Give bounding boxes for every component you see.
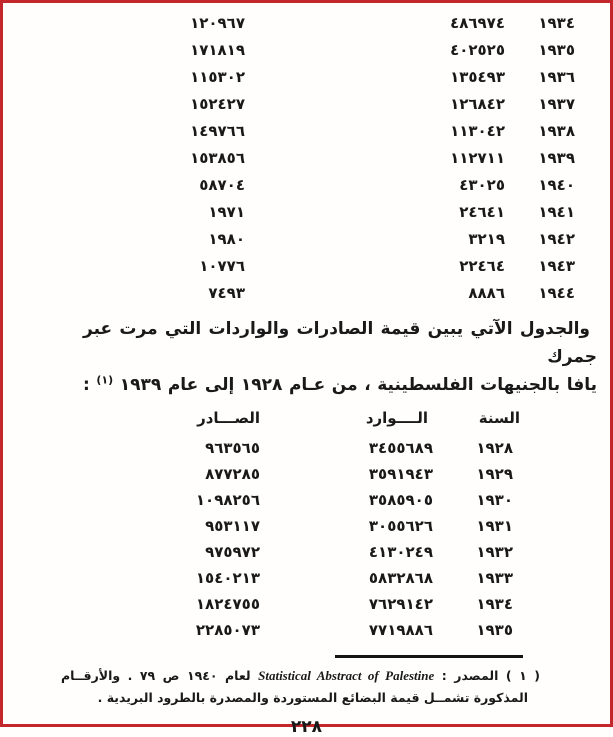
table-row: ١٢٠٩٦٧ ٤٨٦٩٧٤ ١٩٣٤ (165, 10, 575, 37)
imports-value: ٤٠٢٥٢٥ (450, 41, 505, 59)
year-value: ١٩٣٠ (476, 491, 513, 509)
exports-value: ١٥٤٠٢١٣ (195, 569, 260, 587)
imports-value: ١٣٥٤٩٣ (450, 68, 505, 86)
imports-value: ٣٢١٩ (468, 230, 505, 248)
year-value: ١٩٣٣ (476, 569, 513, 587)
exports-value: ١٥٢٤٢٧ (190, 95, 245, 113)
table-row: ١٩٨٠ ٣٢١٩ ١٩٤٢ (165, 226, 575, 253)
year-column-header: السنة (478, 409, 520, 427)
footnote-line: المذكورة تشمــل قيمة البضائع المستوردة و… (97, 690, 528, 705)
exports-value: ١٩٨٠ (208, 230, 245, 248)
imports-value: ٣٥٨٥٩٠٥ (368, 491, 433, 509)
year-value: ١٩٣٤ (538, 14, 575, 32)
table-row: ٢٢٨٥٠٧٣ ٧٧١٩٨٨٦ ١٩٣٥ (160, 617, 520, 643)
table-row: ١٠٧٧٦ ٢٢٤٦٤ ١٩٤٣ (165, 253, 575, 280)
footnote-separator-rule (335, 655, 523, 658)
table-row: ٩٦٣٥٦٥ ٣٤٥٥٦٨٩ ١٩٢٨ (160, 435, 520, 461)
year-value: ١٩٣٧ (538, 95, 575, 113)
year-value: ١٩٣١ (476, 517, 513, 535)
imports-value: ٣٥٩١٩٤٣ (368, 465, 433, 483)
imports-value: ٢٤٦٤١ (459, 203, 505, 221)
exports-value: ١٠٩٨٢٥٦ (195, 491, 260, 509)
year-value: ١٩٤١ (538, 203, 575, 221)
table-row: ٥٨٧٠٤ ٤٣٠٢٥ ١٩٤٠ (165, 172, 575, 199)
imports-value: ٤٨٦٩٧٤ (450, 14, 505, 32)
table-header-row: الصـــادر الــــوارد السنة (160, 408, 520, 429)
year-value: ١٩٢٨ (476, 439, 513, 457)
table-row: ٩٥٣١١٧ ٣٠٥٥٦٢٦ ١٩٣١ (160, 513, 520, 539)
year-value: ١٩٣٩ (538, 149, 575, 167)
table-row: ٩٧٥٩٧٢ ٤١٣٠٢٤٩ ١٩٣٢ (160, 539, 520, 565)
year-value: ١٩٤٤ (538, 284, 575, 302)
exports-value: ٥٨٧٠٤ (199, 176, 245, 194)
table-row: ١٧١٨١٩ ٤٠٢٥٢٥ ١٩٣٥ (165, 37, 575, 64)
year-value: ١٩٢٩ (476, 465, 513, 483)
year-value: ١٩٣٥ (476, 621, 513, 639)
paragraph-text: يافا بالجنيهات الفلسطينية ، من عـام ١٩٢٨… (119, 375, 597, 395)
table-row: ١٩٧١ ٢٤٦٤١ ١٩٤١ (165, 199, 575, 226)
paragraph-colon: : (83, 375, 90, 395)
exports-value: ٢٢٨٥٠٧٣ (195, 621, 260, 639)
footnote-line: ( ١ ) المصدر : Statistical Abstract of P… (61, 665, 540, 687)
imports-value: ٨٨٨٦ (468, 284, 505, 302)
paragraph-line: يافا بالجنيهات الفلسطينية ، من عـام ١٩٢٨… (83, 371, 597, 399)
exports-value: ٧٤٩٣ (208, 284, 245, 302)
exports-value: ١٠٧٧٦ (199, 257, 245, 275)
exports-value: ١٩٧١ (208, 203, 245, 221)
imports-value: ٢٢٤٦٤ (459, 257, 505, 275)
footnote-source-title: Statistical Abstract of Palestine (258, 668, 435, 683)
year-value: ١٩٣٤ (476, 595, 513, 613)
imports-value: ١٢٦٨٤٢ (450, 95, 505, 113)
exports-value: ٩٧٥٩٧٢ (205, 543, 260, 561)
exports-value: ١١٥٣٠٢ (190, 68, 245, 86)
page-number: ٢٢٨ (290, 717, 323, 737)
footnote-marker: ( ١ ) (505, 668, 540, 683)
imports-value: ٥٨٣٢٨٦٨ (368, 569, 433, 587)
imports-value: ١١٣٠٤٢ (450, 122, 505, 140)
year-value: ١٩٣٨ (538, 122, 575, 140)
imports-value: ٣٠٥٥٦٢٦ (368, 517, 433, 535)
exports-value: ٩٦٣٥٦٥ (205, 439, 260, 457)
year-value: ١٩٣٦ (538, 68, 575, 86)
imports-column-header: الــــوارد (365, 409, 428, 427)
exports-value: ١٧١٨١٩ (190, 41, 245, 59)
trade-table-1928-1935: الصـــادر الــــوارد السنة ٩٦٣٥٦٥ ٣٤٥٥٦٨… (160, 408, 520, 643)
imports-value: ٧٧١٩٨٨٦ (368, 621, 433, 639)
table-row: ١٥٢٤٢٧ ١٢٦٨٤٢ ١٩٣٧ (165, 91, 575, 118)
table-row: ١٠٩٨٢٥٦ ٣٥٨٥٩٠٥ ١٩٣٠ (160, 487, 520, 513)
exports-value: ٩٥٣١١٧ (205, 517, 260, 535)
imports-value: ٧٦٢٩١٤٢ (368, 595, 433, 613)
table-row: ٨٧٧٢٨٥ ٣٥٩١٩٤٣ ١٩٢٩ (160, 461, 520, 487)
imports-value: ١١٢٧١١ (450, 149, 505, 167)
table-row: ١١٥٣٠٢ ١٣٥٤٩٣ ١٩٣٦ (165, 64, 575, 91)
year-value: ١٩٤٢ (538, 230, 575, 248)
exports-value: ١٢٠٩٦٧ (190, 14, 245, 32)
footnote: ( ١ ) المصدر : Statistical Abstract of P… (61, 665, 540, 709)
footnote-source-label: المصدر : (441, 668, 499, 683)
exports-value: ١٨٢٤٧٥٥ (195, 595, 260, 613)
imports-value: ٤٣٠٢٥ (459, 176, 505, 194)
exports-column-header: الصـــادر (197, 409, 260, 427)
intro-paragraph: والجدول الآتي يبين قيمة الصادرات والوارد… (83, 315, 597, 399)
year-value: ١٩٣٥ (538, 41, 575, 59)
table-row: ١٤٩٧٦٦ ١١٣٠٤٢ ١٩٣٨ (165, 118, 575, 145)
trade-table-1934-1944: ١٢٠٩٦٧ ٤٨٦٩٧٤ ١٩٣٤ ١٧١٨١٩ ٤٠٢٥٢٥ ١٩٣٥ ١١… (165, 10, 575, 307)
exports-value: ٨٧٧٢٨٥ (205, 465, 260, 483)
year-value: ١٩٣٢ (476, 543, 513, 561)
table-row: ١٥٤٠٢١٣ ٥٨٣٢٨٦٨ ١٩٣٣ (160, 565, 520, 591)
year-value: ١٩٤٣ (538, 257, 575, 275)
table-row: ١٨٢٤٧٥٥ ٧٦٢٩١٤٢ ١٩٣٤ (160, 591, 520, 617)
footnote-tail: لعام ١٩٤٠ ص ٧٩ . والأرقــام (61, 668, 251, 683)
imports-value: ٣٤٥٥٦٨٩ (368, 439, 433, 457)
exports-value: ١٤٩٧٦٦ (190, 122, 245, 140)
paragraph-line: والجدول الآتي يبين قيمة الصادرات والوارد… (83, 319, 597, 367)
imports-value: ٤١٣٠٢٤٩ (368, 543, 433, 561)
table-row: ١٥٣٨٥٦ ١١٢٧١١ ١٩٣٩ (165, 145, 575, 172)
table-row: ٧٤٩٣ ٨٨٨٦ ١٩٤٤ (165, 280, 575, 307)
footnote-reference: (١) (96, 373, 114, 387)
exports-value: ١٥٣٨٥٦ (190, 149, 245, 167)
year-value: ١٩٤٠ (538, 176, 575, 194)
